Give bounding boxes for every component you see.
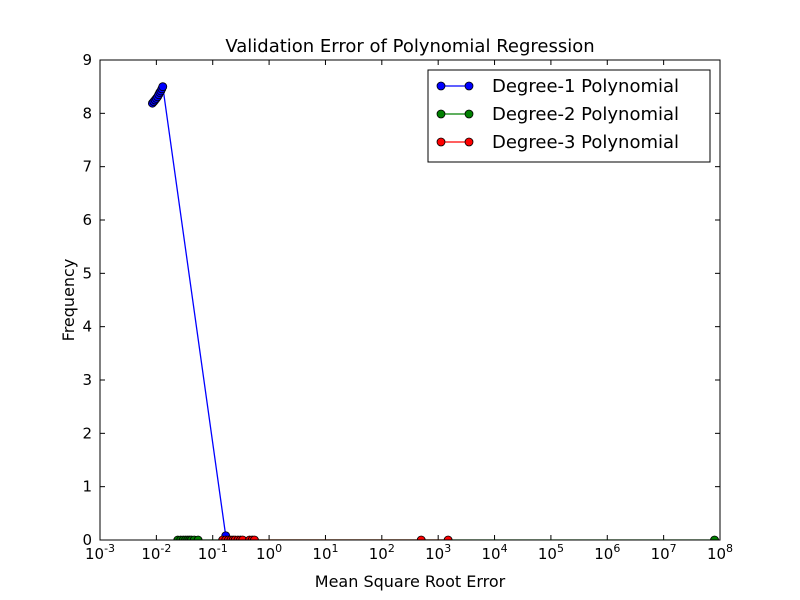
x-tick-label: 101: [312, 542, 338, 563]
x-tick-label-base: 10: [312, 545, 331, 563]
x-tick-label-base: 10: [256, 545, 275, 563]
series-group: [218, 535, 453, 540]
x-tick-label: 104: [481, 542, 507, 563]
legend-item: Degree-2 Polynomial: [436, 104, 679, 125]
y-tick-label: 2: [82, 424, 92, 442]
x-tick-label: 107: [651, 542, 677, 563]
y-tick-label: 5: [82, 264, 92, 282]
x-tick-label-base: 10: [594, 545, 613, 563]
series-group: [173, 535, 719, 540]
x-tick-label-base: 10: [85, 545, 104, 563]
data-point: [710, 535, 719, 540]
legend-marker: [464, 109, 474, 119]
y-tick-label: 9: [82, 51, 92, 69]
data-point: [250, 535, 259, 540]
x-tick-label-exponent: -1: [217, 542, 228, 555]
legend-marker: [464, 81, 474, 91]
data-point: [416, 535, 426, 540]
y-tick-label: 3: [82, 371, 92, 389]
x-tick-label-exponent: -2: [160, 542, 171, 555]
data-point: [443, 535, 453, 540]
x-tick-label: 10-1: [198, 542, 228, 563]
y-tick-label: 0: [82, 531, 92, 549]
x-tick-label-exponent: 8: [726, 542, 733, 555]
legend-marker: [436, 81, 446, 91]
x-tick-label-base: 10: [425, 545, 444, 563]
x-tick-label-exponent: -3: [104, 542, 115, 555]
x-tick-label: 10-2: [141, 542, 171, 563]
legend-marker: [436, 109, 446, 119]
x-tick-label-base: 10: [651, 545, 670, 563]
x-tick-label-base: 10: [198, 545, 217, 563]
series-line: [151, 84, 227, 536]
x-tick-label: 103: [425, 542, 451, 563]
x-tick-label-base: 10: [707, 545, 726, 563]
x-tick-label-exponent: 0: [275, 542, 282, 555]
legend-item: Degree-3 Polynomial: [436, 132, 679, 153]
legend-item: Degree-1 Polynomial: [436, 76, 679, 97]
x-tick-label: 108: [707, 542, 733, 563]
x-tick-label-base: 10: [538, 545, 557, 563]
x-tick-label: 100: [256, 542, 282, 563]
x-tick-label: 106: [594, 542, 620, 563]
y-tick-label: 7: [82, 158, 92, 176]
y-tick-label: 6: [82, 211, 92, 229]
x-tick-label-exponent: 1: [332, 542, 339, 555]
x-tick-label-base: 10: [481, 545, 500, 563]
legend: Degree-1 Polynomial Degree-2 Polynomial De…: [427, 69, 711, 163]
x-tick-label: 102: [369, 542, 395, 563]
x-tick-label: 10-3: [85, 542, 115, 563]
x-tick-label-exponent: 2: [388, 542, 395, 555]
legend-box: [427, 69, 711, 163]
x-tick-label-base: 10: [369, 545, 388, 563]
chart-title: Validation Error of Polynomial Regressio…: [225, 36, 594, 57]
y-tick-label: 1: [82, 478, 92, 496]
x-tick-label-exponent: 5: [557, 542, 564, 555]
x-axis-label: Mean Square Root Error: [315, 572, 506, 591]
legend-label: Degree-1 Polynomial: [492, 76, 679, 97]
x-tick-label-exponent: 4: [501, 542, 508, 555]
y-axis-label: Frequency: [59, 259, 78, 342]
legend-marker: [464, 137, 474, 147]
data-point: [238, 535, 248, 540]
legend-label: Degree-2 Polynomial: [492, 104, 679, 125]
x-tick-label-exponent: 3: [444, 542, 451, 555]
x-tick-label: 105: [538, 542, 564, 563]
plot-area: 10-3 10-2 10-1 100 101 102 103 104 105 106 107 1080…: [82, 51, 733, 563]
y-tick-label: 4: [82, 318, 92, 336]
data-point: [158, 82, 168, 92]
x-tick-label-base: 10: [141, 545, 160, 563]
data-point: [193, 535, 203, 540]
legend-marker: [436, 137, 446, 147]
x-tick-label-exponent: 7: [670, 542, 677, 555]
y-tick-label: 8: [82, 104, 92, 122]
x-tick-label-exponent: 6: [613, 542, 620, 555]
plot-frame: [99, 59, 721, 541]
series-group: [147, 82, 231, 540]
legend-label: Degree-3 Polynomial: [492, 132, 679, 153]
